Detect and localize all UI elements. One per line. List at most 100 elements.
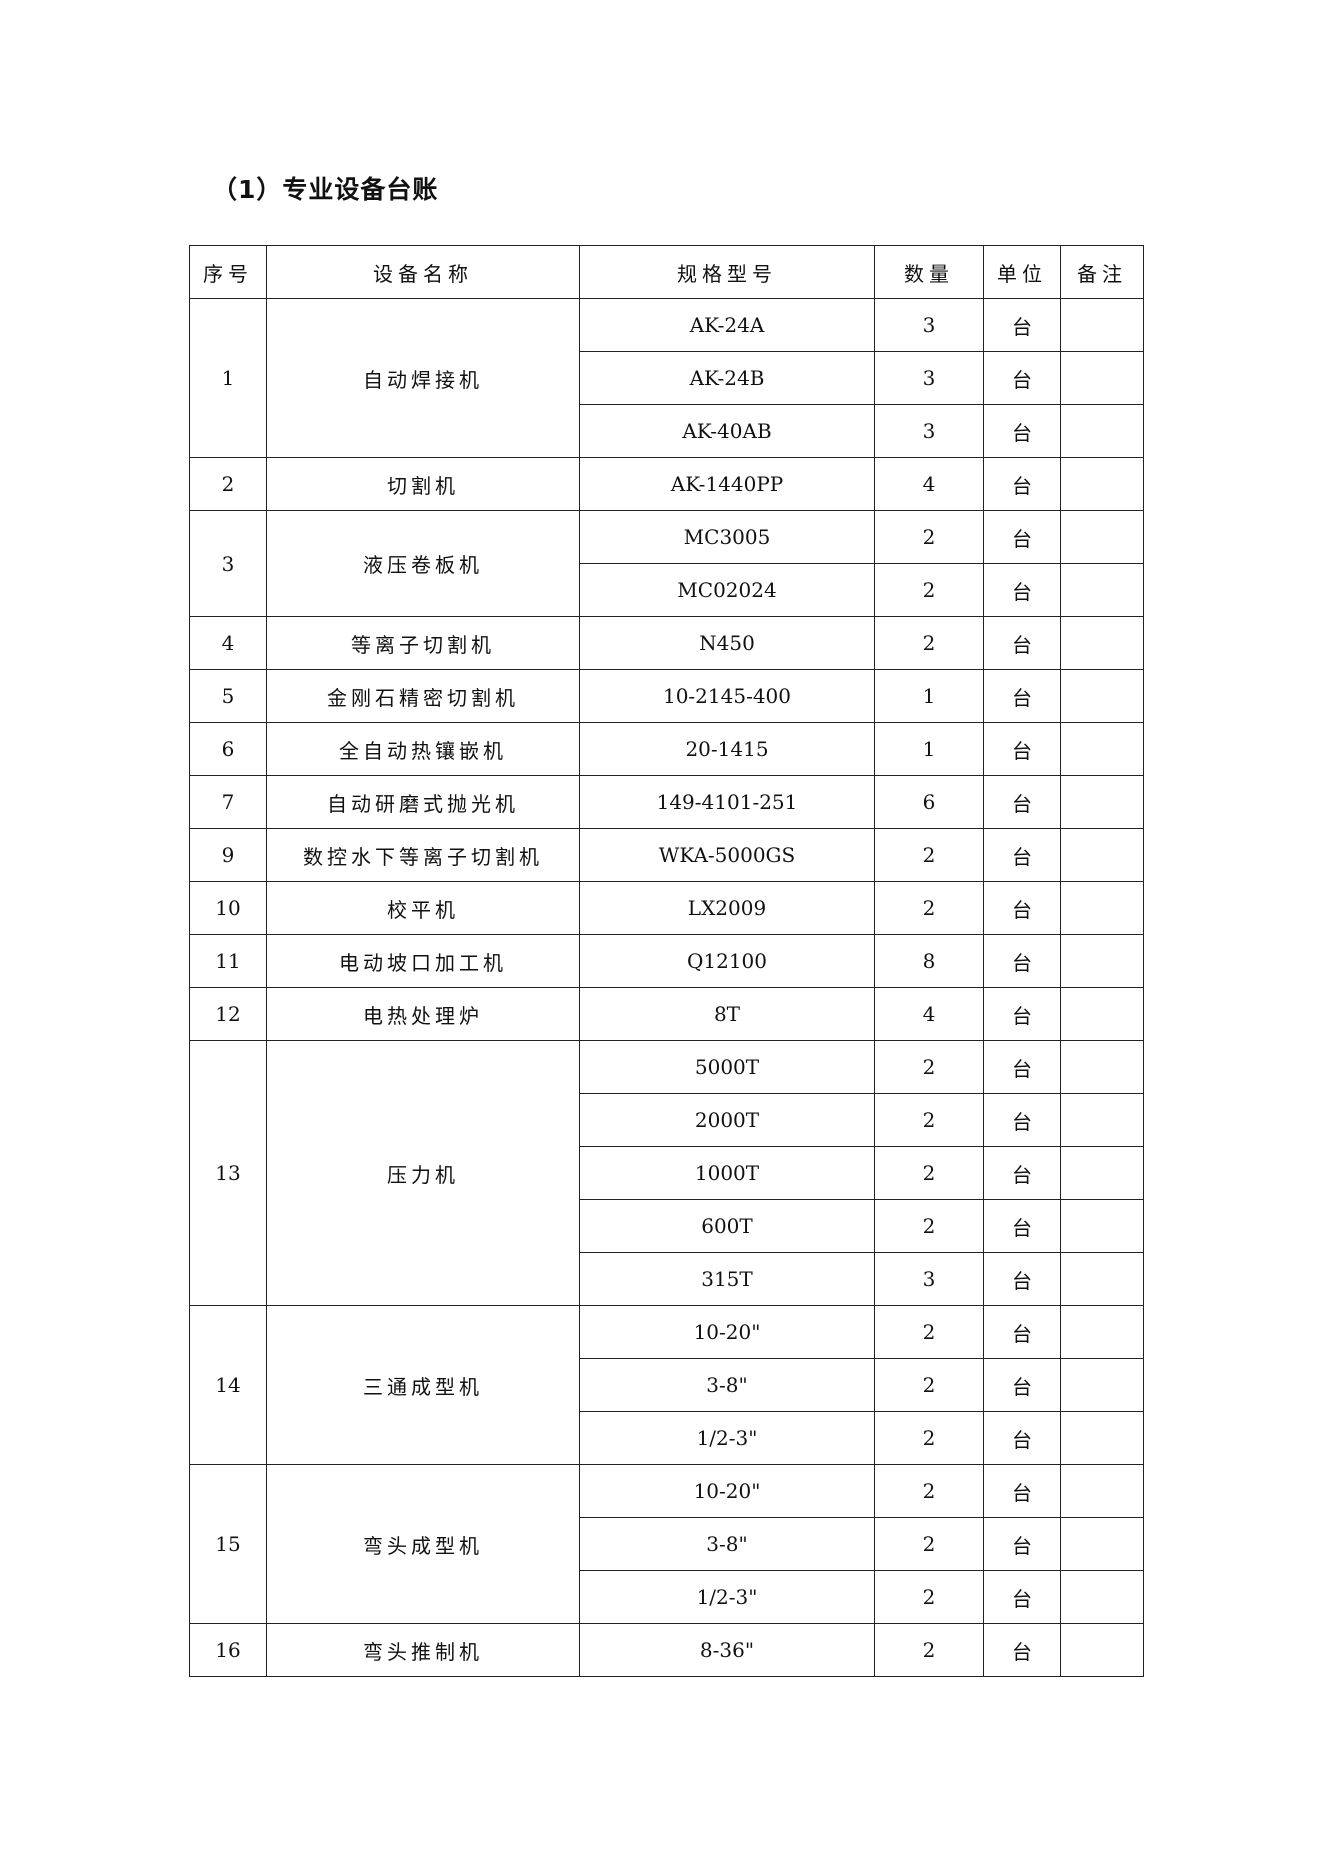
cell-model: MC02024: [579, 563, 875, 617]
cell-remark: [1060, 881, 1144, 935]
table-row: AK-24B 3 台: [190, 351, 1144, 405]
table-row: 5 金刚石精密切割机 10-2145-400 1 台: [189, 669, 1144, 723]
cell-qty: 2: [874, 1146, 984, 1200]
cell-qty: 2: [874, 563, 984, 617]
table-row: 7 自动研磨式抛光机 149-4101-251 6 台: [189, 775, 1144, 829]
cell-no: 1: [189, 298, 267, 458]
cell-remark: [1060, 1623, 1144, 1677]
cell-no: 3: [189, 510, 267, 617]
cell-model: WKA-5000GS: [579, 828, 875, 882]
cell-unit: 台: [983, 1411, 1061, 1465]
cell-remark: [1060, 1040, 1144, 1094]
cell-model: 2000T: [579, 1093, 875, 1147]
cell-remark: [1060, 669, 1144, 723]
table-header-row: 序号 设备名称 规格型号 数量 单位 备注: [189, 245, 1144, 299]
table-row: 16 弯头推制机 8-36" 2 台: [189, 1623, 1144, 1677]
cell-qty: 2: [874, 828, 984, 882]
cell-unit: 台: [983, 669, 1061, 723]
cell-model: 1000T: [579, 1146, 875, 1200]
cell-remark: [1060, 828, 1144, 882]
cell-model: 8-36": [579, 1623, 875, 1677]
cell-no: 10: [189, 881, 267, 935]
cell-unit: 台: [983, 722, 1061, 776]
cell-unit: 台: [983, 457, 1061, 511]
cell-model: 10-2145-400: [579, 669, 875, 723]
cell-equipment-name: 自动研磨式抛光机: [266, 775, 580, 829]
cell-model: AK-1440PP: [579, 457, 875, 511]
table-row: 4 等离子切割机 N450 2 台: [189, 616, 1144, 670]
cell-equipment-name: 数控水下等离子切割机: [266, 828, 580, 882]
cell-equipment-name: 弯头成型机: [266, 1464, 580, 1624]
header-model: 规格型号: [579, 245, 875, 299]
cell-qty: 2: [874, 1305, 984, 1359]
cell-remark: [1060, 563, 1144, 617]
cell-remark: [1060, 298, 1144, 352]
cell-qty: 6: [874, 775, 984, 829]
cell-remark: [1060, 1199, 1144, 1253]
cell-unit: 台: [983, 563, 1061, 617]
table-row: 6 全自动热镶嵌机 20-1415 1 台: [189, 722, 1144, 776]
cell-equipment-name: 金刚石精密切割机: [266, 669, 580, 723]
cell-equipment-name: 校平机: [266, 881, 580, 935]
cell-remark: [1060, 1146, 1144, 1200]
cell-model: 10-20": [579, 1464, 875, 1518]
section-title: （1）专业设备台账: [212, 175, 439, 204]
cell-remark: [1060, 1570, 1144, 1624]
cell-no: 14: [189, 1305, 267, 1465]
cell-remark: [1060, 1358, 1144, 1412]
cell-unit: 台: [983, 1146, 1061, 1200]
cell-qty: 2: [874, 510, 984, 564]
cell-unit: 台: [983, 510, 1061, 564]
cell-equipment-name: 液压卷板机: [266, 510, 580, 617]
cell-model: 600T: [579, 1199, 875, 1253]
cell-unit: 台: [983, 987, 1061, 1041]
cell-unit: 台: [983, 881, 1061, 935]
header-name: 设备名称: [266, 245, 580, 299]
cell-qty: 2: [874, 1464, 984, 1518]
cell-model: 315T: [579, 1252, 875, 1306]
table-row: 3-8" 2 台: [190, 1517, 1144, 1571]
cell-remark: [1060, 616, 1144, 670]
cell-no: 13: [189, 1040, 267, 1306]
table-row: 2000T 2 台: [190, 1093, 1144, 1147]
cell-no: 15: [189, 1464, 267, 1624]
cell-equipment-name: 电热处理炉: [266, 987, 580, 1041]
cell-no: 9: [189, 828, 267, 882]
cell-model: LX2009: [579, 881, 875, 935]
cell-model: 1/2-3": [579, 1570, 875, 1624]
cell-unit: 台: [983, 1464, 1061, 1518]
cell-remark: [1060, 457, 1144, 511]
cell-unit: 台: [983, 1358, 1061, 1412]
cell-equipment-name: 全自动热镶嵌机: [266, 722, 580, 776]
table-row: 9 数控水下等离子切割机 WKA-5000GS 2 台: [189, 828, 1144, 882]
table-row: 13 压力机 5000T 2 台: [189, 1040, 1144, 1306]
cell-qty: 2: [874, 1623, 984, 1677]
table-row: 1000T 2 台: [190, 1146, 1144, 1200]
cell-model: AK-24B: [579, 351, 875, 405]
cell-model: 10-20": [579, 1305, 875, 1359]
cell-remark: [1060, 351, 1144, 405]
cell-unit: 台: [983, 828, 1061, 882]
table-row: 1 自动焊接机 AK-24A 3 台: [189, 298, 1144, 458]
cell-qty: 2: [874, 1040, 984, 1094]
table-row: 10 校平机 LX2009 2 台: [189, 881, 1144, 935]
cell-model: 1/2-3": [579, 1411, 875, 1465]
header-no: 序号: [189, 245, 267, 299]
cell-model: MC3005: [579, 510, 875, 564]
cell-equipment-name: 弯头推制机: [266, 1623, 580, 1677]
cell-equipment-name: 切割机: [266, 457, 580, 511]
cell-qty: 3: [874, 404, 984, 458]
table-row: 12 电热处理炉 8T 4 台: [189, 987, 1144, 1041]
cell-qty: 4: [874, 457, 984, 511]
cell-qty: 2: [874, 1570, 984, 1624]
cell-remark: [1060, 1093, 1144, 1147]
cell-equipment-name: 等离子切割机: [266, 616, 580, 670]
cell-qty: 1: [874, 722, 984, 776]
table-row: 3-8" 2 台: [190, 1358, 1144, 1412]
cell-no: 4: [189, 616, 267, 670]
table-row: 2 切割机 AK-1440PP 4 台: [189, 457, 1144, 511]
cell-remark: [1060, 1517, 1144, 1571]
cell-qty: 2: [874, 1517, 984, 1571]
table-row: 14 三通成型机 10-20" 2 台: [189, 1305, 1144, 1465]
cell-no: 7: [189, 775, 267, 829]
